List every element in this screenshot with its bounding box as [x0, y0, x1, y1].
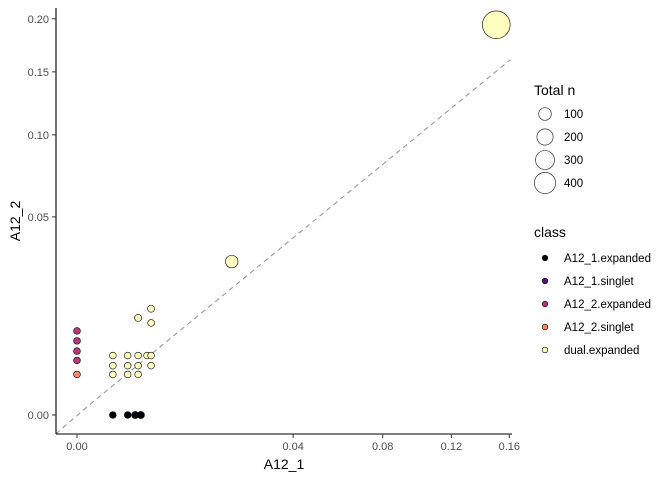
- data-point-dual-expanded-5: [124, 370, 132, 379]
- y-ticks: 0.00 0.05 0.10 0.15 0.20: [28, 14, 56, 422]
- size-legend-label-3: 400: [564, 178, 583, 190]
- data-point-dual-expanded-13: [147, 351, 155, 360]
- points-layer: [73, 10, 511, 419]
- data-point-a12-2-expanded-0: [73, 327, 81, 335]
- data-point-dual-expanded-0: [109, 351, 117, 360]
- color-legend: class A12_1.expanded A12_1.singlet A12_2.e…: [534, 224, 651, 357]
- color-legend-key-2: [541, 300, 549, 308]
- axes-layer: [55, 8, 512, 435]
- size-legend-key-3: [534, 172, 556, 194]
- x-tick-label-1: 0.04: [282, 441, 303, 453]
- color-legend-label-0: A12_1.expanded: [564, 253, 651, 265]
- size-legend-label-1: 200: [564, 132, 583, 144]
- reference-line: [55, 59, 511, 435]
- x-tick-label-4: 0.16: [499, 441, 520, 453]
- y-tick-label-4: 0.20: [28, 14, 49, 26]
- color-legend-key-4: [541, 346, 549, 354]
- size-legend: Total n 100 200 300 400: [534, 82, 583, 194]
- x-tick-label-2: 0.08: [372, 441, 393, 453]
- data-point-dual-expanded-14: [147, 361, 155, 370]
- x-tick-label-0: 0.00: [66, 441, 87, 453]
- data-point-dual-expanded-2: [109, 370, 117, 379]
- data-point-dual-expanded-11: [147, 304, 155, 313]
- data-point-a12-2-expanded-1: [73, 337, 81, 345]
- data-point-a12-2-singlet-0: [73, 370, 81, 379]
- y-tick-label-1: 0.05: [28, 212, 49, 224]
- data-point-a12-1-expanded-3: [137, 411, 145, 419]
- size-legend-label-2: 300: [564, 155, 583, 167]
- size-legend-key-2: [535, 150, 555, 170]
- color-legend-key-3: [541, 323, 549, 331]
- size-legend-title: Total n: [534, 82, 575, 98]
- data-point-dual-expanded-7: [134, 361, 142, 370]
- y-tick-label-3: 0.15: [28, 67, 49, 79]
- data-point-a12-1-expanded-0: [109, 411, 117, 419]
- data-point-dual-expanded-6: [134, 351, 142, 360]
- color-legend-label-2: A12_2.expanded: [564, 299, 651, 311]
- x-tick-label-3: 0.12: [441, 441, 462, 453]
- color-legend-key-1: [541, 277, 549, 285]
- data-point-dual-expanded-3: [124, 351, 132, 360]
- y-axis-title: A12_2: [7, 201, 23, 242]
- reference-line-layer: [55, 59, 511, 435]
- data-point-dual-expanded-8: [134, 370, 142, 379]
- color-legend-title: class: [534, 224, 566, 240]
- data-point-dual-expanded-12: [147, 319, 155, 327]
- y-tick-label-0: 0.00: [28, 410, 49, 422]
- data-point-dual-expanded-4: [124, 361, 132, 370]
- data-point-a12-2-expanded-3: [73, 356, 81, 365]
- y-tick-label-2: 0.10: [28, 130, 49, 142]
- color-legend-label-1: A12_1.singlet: [564, 276, 634, 288]
- color-legend-label-4: dual.expanded: [564, 345, 639, 357]
- data-point-a12-1-expanded-1: [124, 411, 132, 419]
- size-legend-key-0: [538, 107, 552, 121]
- size-legend-label-0: 100: [564, 109, 583, 121]
- x-axis-title: A12_1: [264, 456, 305, 472]
- color-legend-key-0: [541, 254, 549, 262]
- size-legend-key-1: [536, 128, 554, 146]
- data-point-dual-expanded-16: [482, 10, 511, 39]
- data-point-dual-expanded-9: [134, 314, 142, 322]
- data-point-a12-2-expanded-2: [73, 347, 81, 355]
- color-legend-label-3: A12_2.singlet: [564, 322, 634, 334]
- x-ticks: 0.00 0.04 0.08 0.12 0.16: [66, 434, 520, 453]
- data-point-dual-expanded-15: [225, 254, 239, 269]
- data-point-dual-expanded-1: [109, 361, 117, 370]
